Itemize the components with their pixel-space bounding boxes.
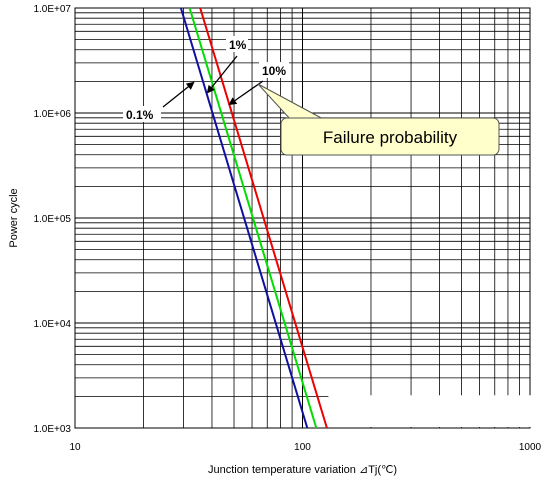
x-tick-label: 100 (294, 442, 311, 453)
series-label-arrow (228, 80, 264, 106)
failure-probability-callout: Failure probability (257, 83, 500, 156)
y-tick-label: 1.0E+05 (33, 214, 71, 225)
callout-text: Failure probability (323, 128, 458, 147)
series-label: 0.1% (126, 108, 154, 122)
series-label: 1% (229, 38, 247, 52)
x-axis-label: Junction temperature variation ⊿Tj(℃) (208, 464, 397, 476)
series-label-arrow (206, 55, 238, 94)
series-labels: 0.1% 1% 10% (123, 36, 289, 122)
y-tick-label: 1.0E+06 (33, 109, 71, 120)
plot-frame (74, 7, 531, 429)
grid (74, 8, 530, 429)
series-label-background (226, 36, 248, 52)
tick-labels: 1.0E+03 1.0E+04 1.0E+05 1.0E+06 1.0E+07 10 100… (33, 4, 541, 453)
corner-mask (328, 395, 532, 427)
callout-box (280, 117, 500, 156)
y-tick-label: 1.0E+03 (33, 424, 71, 435)
y-tick-label: 1.0E+04 (33, 319, 71, 330)
series-label-background (259, 62, 289, 78)
series-line (199, 7, 328, 429)
series-line (179, 7, 309, 429)
series-line (188, 7, 318, 429)
x-tick-label: 1000 (519, 442, 542, 453)
series-label: 10% (262, 64, 286, 78)
series-label-background (123, 106, 161, 122)
y-axis-label: Power cycle (8, 188, 20, 247)
y-tick-label: 1.0E+07 (33, 4, 71, 15)
series-label-arrow (162, 81, 195, 108)
x-tick-label: 10 (69, 442, 81, 453)
series-lines (179, 7, 328, 429)
